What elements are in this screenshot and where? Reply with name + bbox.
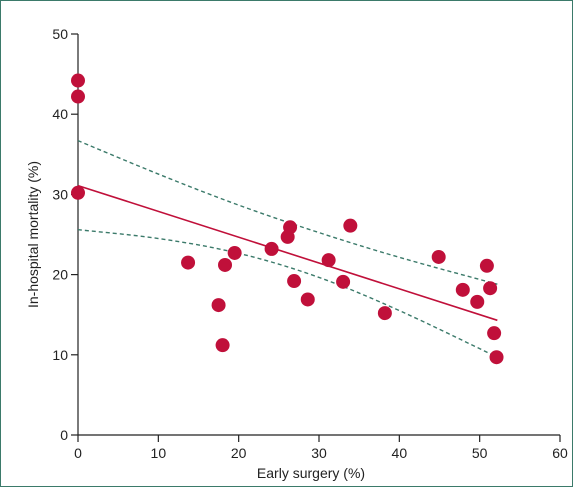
data-point xyxy=(431,249,446,264)
x-tick-label: 40 xyxy=(392,445,408,461)
data-point xyxy=(211,298,226,313)
data-point xyxy=(489,350,504,365)
data-point xyxy=(321,253,336,268)
data-points xyxy=(71,73,504,365)
data-point xyxy=(455,282,470,297)
data-point xyxy=(181,255,196,270)
x-tick-label: 50 xyxy=(472,445,488,461)
x-tick-label: 0 xyxy=(74,445,82,461)
data-point xyxy=(71,73,85,88)
y-tick-label: 40 xyxy=(52,106,68,122)
data-point xyxy=(479,258,494,273)
regression-group xyxy=(77,184,498,322)
x-tick-label: 20 xyxy=(231,445,247,461)
x-tick-label: 10 xyxy=(151,445,167,461)
x-tick-label: 60 xyxy=(552,445,568,461)
ci-upper-line xyxy=(77,140,498,285)
data-point xyxy=(377,306,392,321)
data-point xyxy=(300,292,315,307)
data-point xyxy=(215,338,230,353)
data-point xyxy=(283,220,298,235)
y-tick-label: 10 xyxy=(52,347,68,363)
data-point xyxy=(483,281,498,296)
y-tick-label: 30 xyxy=(52,186,68,202)
data-point xyxy=(343,218,358,233)
data-point xyxy=(227,245,242,260)
axes: 0 10 20 30 40 50 0 10 20 30 40 50 60 xyxy=(52,26,568,461)
data-point xyxy=(71,185,85,200)
data-point xyxy=(71,89,85,104)
confidence-interval xyxy=(77,140,498,358)
data-point xyxy=(287,274,302,289)
x-tick-label: 30 xyxy=(311,445,327,461)
data-point xyxy=(218,257,233,272)
y-tick-label: 50 xyxy=(52,26,68,42)
data-point xyxy=(336,274,351,289)
data-point xyxy=(487,326,502,341)
regression-line xyxy=(77,184,498,322)
y-tick-label: 20 xyxy=(52,267,68,283)
x-axis-title: Early surgery (%) xyxy=(257,465,365,481)
y-axis-title: In-hospital mortality (%) xyxy=(25,161,41,308)
data-point xyxy=(470,294,485,309)
data-point xyxy=(264,241,279,256)
ci-lower-line xyxy=(77,228,498,358)
y-tick-label: 0 xyxy=(60,427,68,443)
